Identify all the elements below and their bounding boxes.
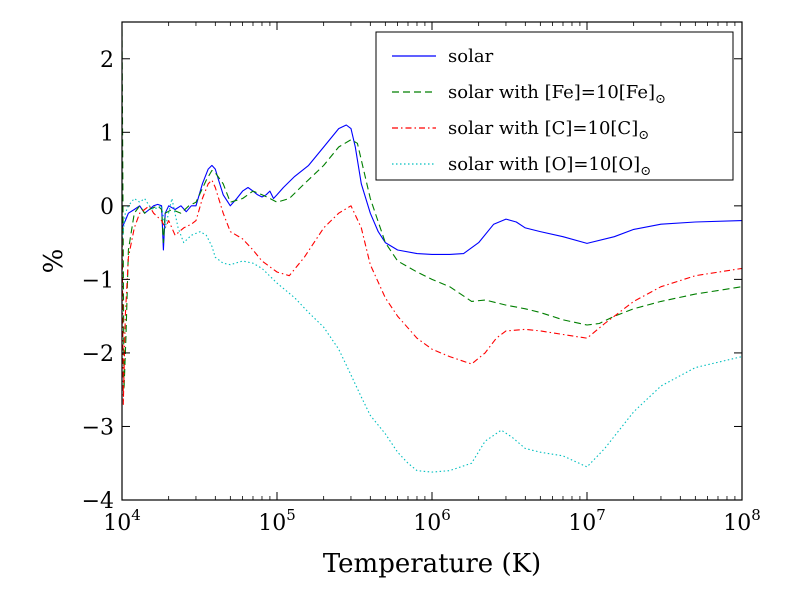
legend: solar solar with [Fe]=10[Fe]⊙ solar with [… xyxy=(375,31,734,181)
y-axis-ticks: 2 1 0 −1 −2 −3 −4 xyxy=(82,48,742,514)
y-tick-label: 0 xyxy=(100,195,114,220)
y-axis-label: % xyxy=(39,249,69,274)
y-tick-label: −4 xyxy=(82,489,114,514)
series-line-0 xyxy=(122,124,742,255)
series-line-1 xyxy=(122,29,742,391)
x-tick-label: 104 xyxy=(103,506,141,536)
x-tick-label: 108 xyxy=(723,506,761,536)
legend-label-1: solar with [Fe]=10[Fe]⊙ xyxy=(448,82,666,107)
x-tick-label: 106 xyxy=(413,506,451,536)
series-layer xyxy=(122,29,742,473)
legend-label-0: solar xyxy=(448,46,494,67)
legend-box xyxy=(375,31,734,181)
y-tick-label: 1 xyxy=(100,121,114,146)
legend-label-2: solar with [C]=10[C]⊙ xyxy=(448,118,649,143)
x-axis-label: Temperature (K) xyxy=(323,549,541,579)
y-tick-label: −2 xyxy=(82,342,114,367)
series-line-3 xyxy=(122,197,742,473)
y-tick-label: −3 xyxy=(82,415,114,440)
y-tick-label: 2 xyxy=(100,48,114,73)
x-tick-label: 105 xyxy=(258,506,296,536)
y-tick-label: −1 xyxy=(82,268,114,293)
legend-label-3: solar with [O]=10[O]⊙ xyxy=(448,154,651,179)
x-axis-ticks: 104 105 106 107 108 xyxy=(103,22,761,536)
x-tick-label: 107 xyxy=(568,506,606,536)
series-line-2 xyxy=(122,179,742,405)
